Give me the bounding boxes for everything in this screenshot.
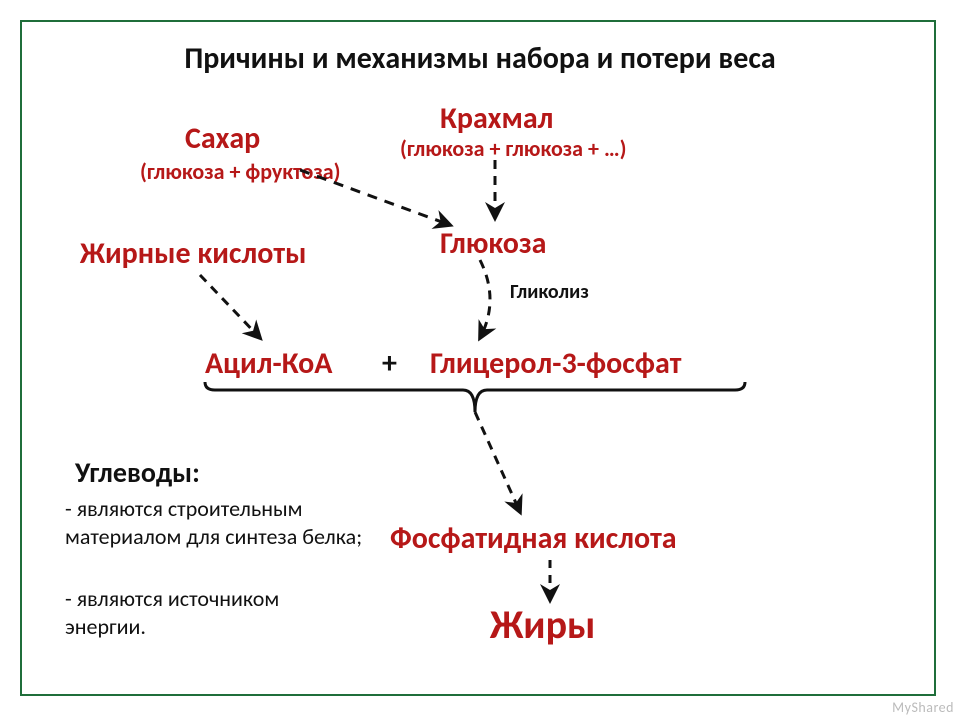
node-sugar_sub: (глюкоза + фруктоза) [140,158,340,185]
watermark: MyShared [892,699,954,716]
node-fatty_acids: Жирные кислоты [80,235,306,272]
node-acyl: Ацил-КоА [205,345,332,382]
node-fats: Жиры [490,600,596,649]
node-carbs_body2: - являются источником энергии. [65,585,365,640]
node-g3p: Глицерол-3-фосфат [430,345,681,382]
slide-title: Причины и механизмы набора и потери веса [0,40,960,77]
node-plus: + [382,345,397,382]
node-starch_sub: (глюкоза + глюкоза + …) [400,135,626,162]
node-phos_acid: Фосфатидная кислота [390,520,677,557]
node-carbs_body1: - являются строительным материалом для с… [65,495,365,550]
node-sugar: Сахар [185,120,260,157]
node-glycolysis: Гликолиз [510,280,589,304]
node-starch: Крахмал [440,100,553,137]
node-carbs_head: Углеводы: [75,455,200,490]
node-glucose: Глюкоза [440,225,547,262]
